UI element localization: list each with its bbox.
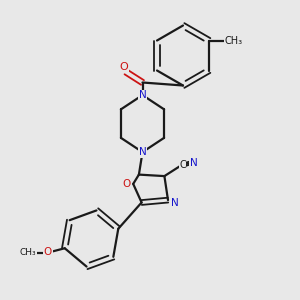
Text: N: N — [139, 90, 146, 100]
Text: O: O — [119, 61, 128, 72]
Text: CH₃: CH₃ — [225, 35, 243, 46]
Text: N: N — [139, 147, 146, 157]
Text: N: N — [171, 197, 178, 208]
Text: O: O — [122, 179, 131, 189]
Text: N: N — [190, 158, 197, 168]
Text: CH₃: CH₃ — [20, 248, 36, 257]
Text: C: C — [179, 160, 186, 170]
Text: O: O — [44, 247, 52, 256]
